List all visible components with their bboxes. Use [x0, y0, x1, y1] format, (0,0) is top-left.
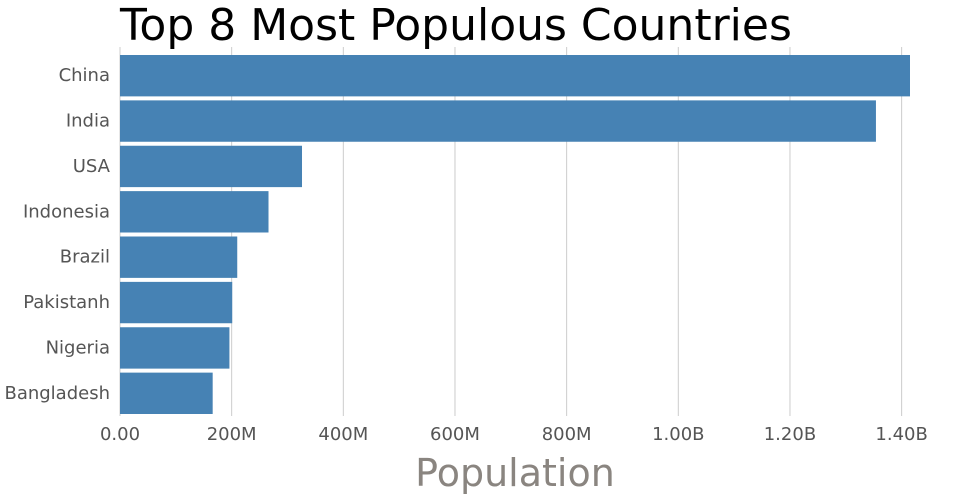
y-tick-label: Nigeria [46, 337, 110, 358]
x-tick-label: 0.00 [100, 424, 140, 445]
bar [120, 191, 269, 233]
y-tick-label: USA [73, 156, 111, 177]
y-tick-label: Bangladesh [4, 383, 110, 404]
x-tick-label: 1.40B [875, 424, 927, 445]
bar [120, 100, 876, 142]
y-tick-label: Brazil [60, 247, 110, 268]
y-tick-label: Pakistanh [23, 292, 110, 313]
x-tick-labels: 0.00 200M 400M 600M 800M 1.00B 1.20B 1.40B [100, 424, 928, 445]
x-tick-label: 400M [318, 424, 368, 445]
bar [120, 327, 230, 369]
bar [120, 236, 238, 278]
x-tick-label: 800M [542, 424, 592, 445]
bar [120, 281, 233, 324]
bar [120, 55, 910, 97]
x-tick-label: 1.20B [764, 424, 816, 445]
y-tick-label: China [59, 65, 110, 86]
bar [120, 372, 213, 414]
y-tick-labels: China India USA Indonesia Brazil Pakistanh Nig… [4, 65, 110, 404]
x-tick-label: 600M [430, 424, 480, 445]
bars [120, 55, 910, 414]
x-axis-label: Population [415, 451, 615, 495]
y-tick-label: India [66, 111, 110, 132]
bar [120, 145, 303, 188]
x-tick-label: 1.00B [652, 424, 704, 445]
chart-title: Top 8 Most Populous Countries [119, 0, 792, 51]
x-tick-label: 200M [207, 424, 257, 445]
y-tick-label: Indonesia [23, 201, 110, 222]
